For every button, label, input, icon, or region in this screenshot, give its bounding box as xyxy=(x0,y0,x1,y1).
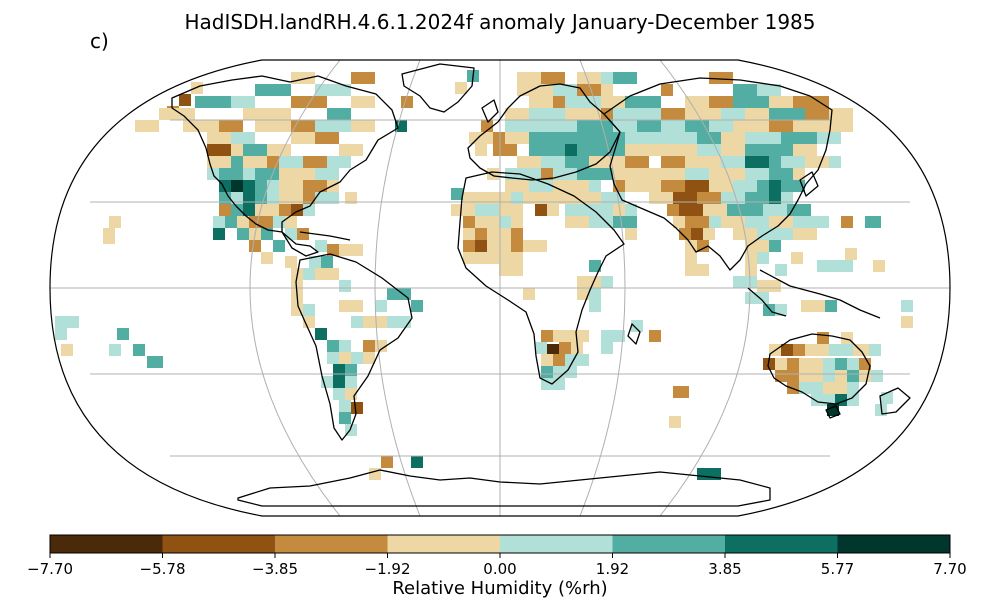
colorbar-swatch xyxy=(275,535,388,553)
cells-pacific xyxy=(55,316,163,368)
colorbar-tick-label: 7.70 xyxy=(933,560,966,578)
colorbar-tick-label: −1.92 xyxy=(365,560,411,578)
colorbar-swatch xyxy=(612,535,726,553)
colorbar-label: Relative Humidity (%rh) xyxy=(392,578,607,599)
map-panel xyxy=(49,59,951,517)
colorbar-tick-label: −5.78 xyxy=(140,560,186,578)
colorbar-swatch xyxy=(837,535,951,553)
cells-southern-africa xyxy=(523,260,721,480)
cells-asia xyxy=(637,72,913,316)
colorbar-tick-label: 5.77 xyxy=(821,560,854,578)
coastlines xyxy=(171,63,911,507)
cells-south-america xyxy=(261,252,423,480)
colorbar-swatch xyxy=(50,535,163,553)
colorbar-swatch xyxy=(162,535,276,553)
land-anomaly-grid xyxy=(55,70,913,480)
cells-oceania xyxy=(763,316,913,416)
colorbar-tick-label: 1.92 xyxy=(596,560,629,578)
colorbar-swatches xyxy=(50,535,951,553)
cells-north-america xyxy=(103,72,375,256)
globe-outline xyxy=(49,59,951,517)
figure-title: HadISDH.landRH.4.6.1.2024f anomaly Janua… xyxy=(184,10,815,34)
panel-label: c) xyxy=(90,29,109,53)
colorbar-tick-label: −7.70 xyxy=(27,560,73,578)
colorbar-tick-label: 0.00 xyxy=(483,560,516,578)
colorbar-tick-label: 3.85 xyxy=(708,560,741,578)
colorbar-ticks: −7.70 −5.78 −3.85 −1.92 0.00 1.92 3.85 5.77 7.70 xyxy=(27,553,967,578)
colorbar-swatch xyxy=(387,535,501,553)
colorbar-swatch xyxy=(500,535,613,553)
colorbar-swatch xyxy=(725,535,838,553)
colorbar: −7.70 −5.78 −3.85 −1.92 0.00 1.92 3.85 5.77 7.70… xyxy=(27,534,967,599)
colorbar-tick-label: −3.85 xyxy=(252,560,298,578)
